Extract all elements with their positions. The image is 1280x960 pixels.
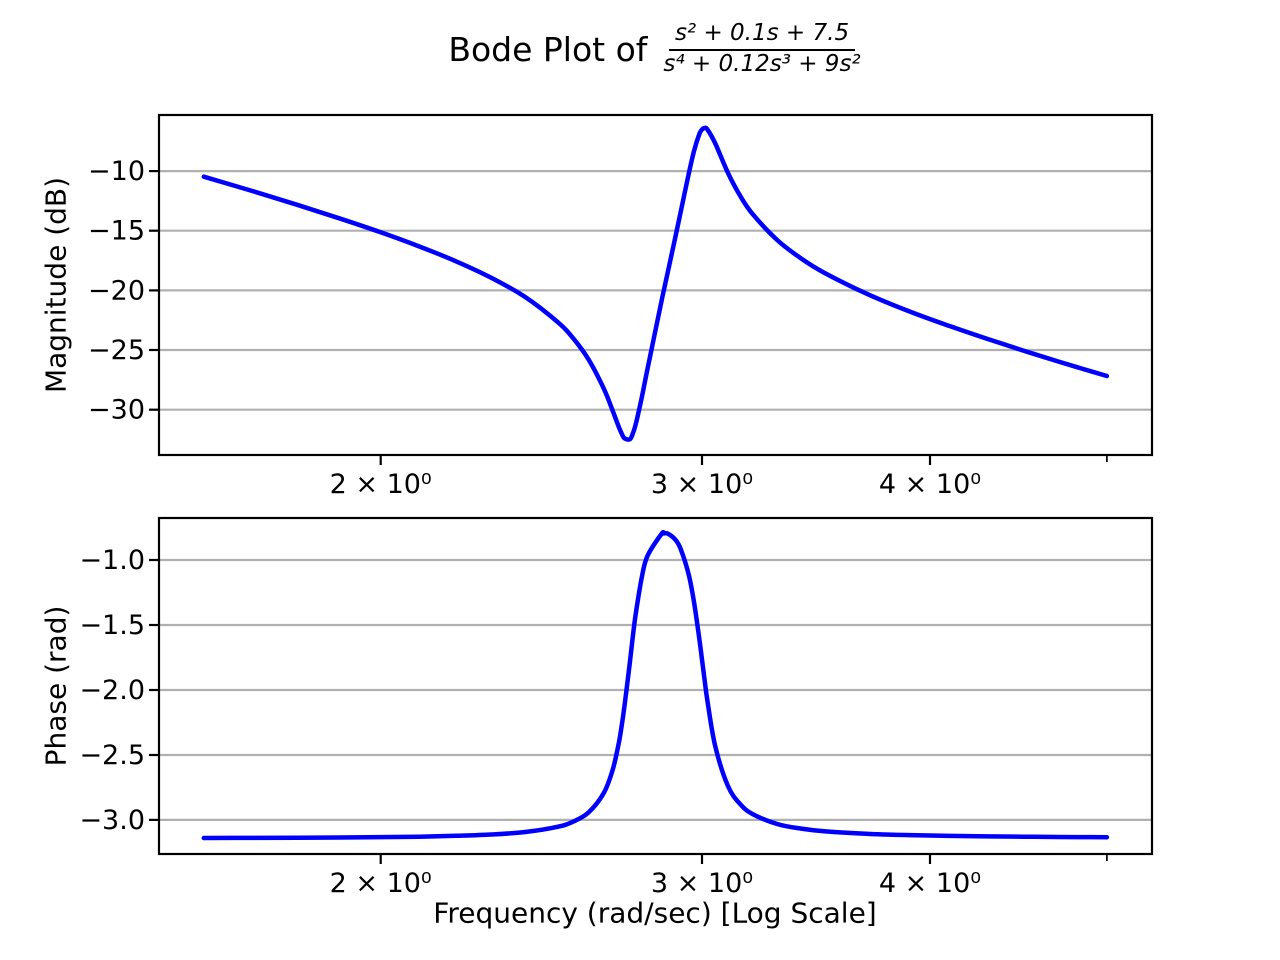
- y-tick-label: −20: [88, 275, 145, 306]
- y-tick-label: −30: [88, 395, 145, 426]
- y-tick-label: −1.5: [79, 610, 145, 641]
- x-tick-label: 2 × 10⁰: [330, 868, 432, 899]
- y-tick-label: −25: [88, 335, 145, 366]
- transfer-function-fraction: s² + 0.1s + 7.5 s⁴ + 0.12s³ + 9s²: [661, 20, 862, 77]
- axes-spine: [157, 516, 1154, 856]
- y-tick-label: −15: [88, 216, 145, 247]
- figure-title: Bode Plot of s² + 0.1s + 7.5 s⁴ + 0.12s³…: [159, 8, 1152, 90]
- axes-spine: [157, 113, 1154, 457]
- y-tick-label: −2.5: [79, 740, 145, 771]
- title-text: Bode Plot of: [448, 29, 648, 69]
- transfer-function-numerator: s² + 0.1s + 7.5: [668, 20, 856, 51]
- frequency-axis-label: Frequency (rad/sec) [Log Scale]: [433, 896, 877, 930]
- magnitude-response-curve: [201, 125, 1110, 442]
- x-tick-label: 4 × 10⁰: [879, 469, 981, 500]
- y-tick-label: −2.0: [79, 675, 145, 706]
- x-tick-label: 3 × 10⁰: [651, 469, 753, 500]
- x-tick-label: 2 × 10⁰: [330, 469, 432, 500]
- phase-response-curve: [201, 529, 1110, 841]
- y-tick-label: −1.0: [79, 545, 145, 576]
- y-tick-label: −10: [88, 156, 145, 187]
- x-tick-label: 4 × 10⁰: [879, 868, 981, 899]
- transfer-function-denominator: s⁴ + 0.12s³ + 9s²: [663, 50, 861, 77]
- y-tick-label: −3.0: [79, 805, 145, 836]
- x-tick-label: 3 × 10⁰: [651, 868, 753, 899]
